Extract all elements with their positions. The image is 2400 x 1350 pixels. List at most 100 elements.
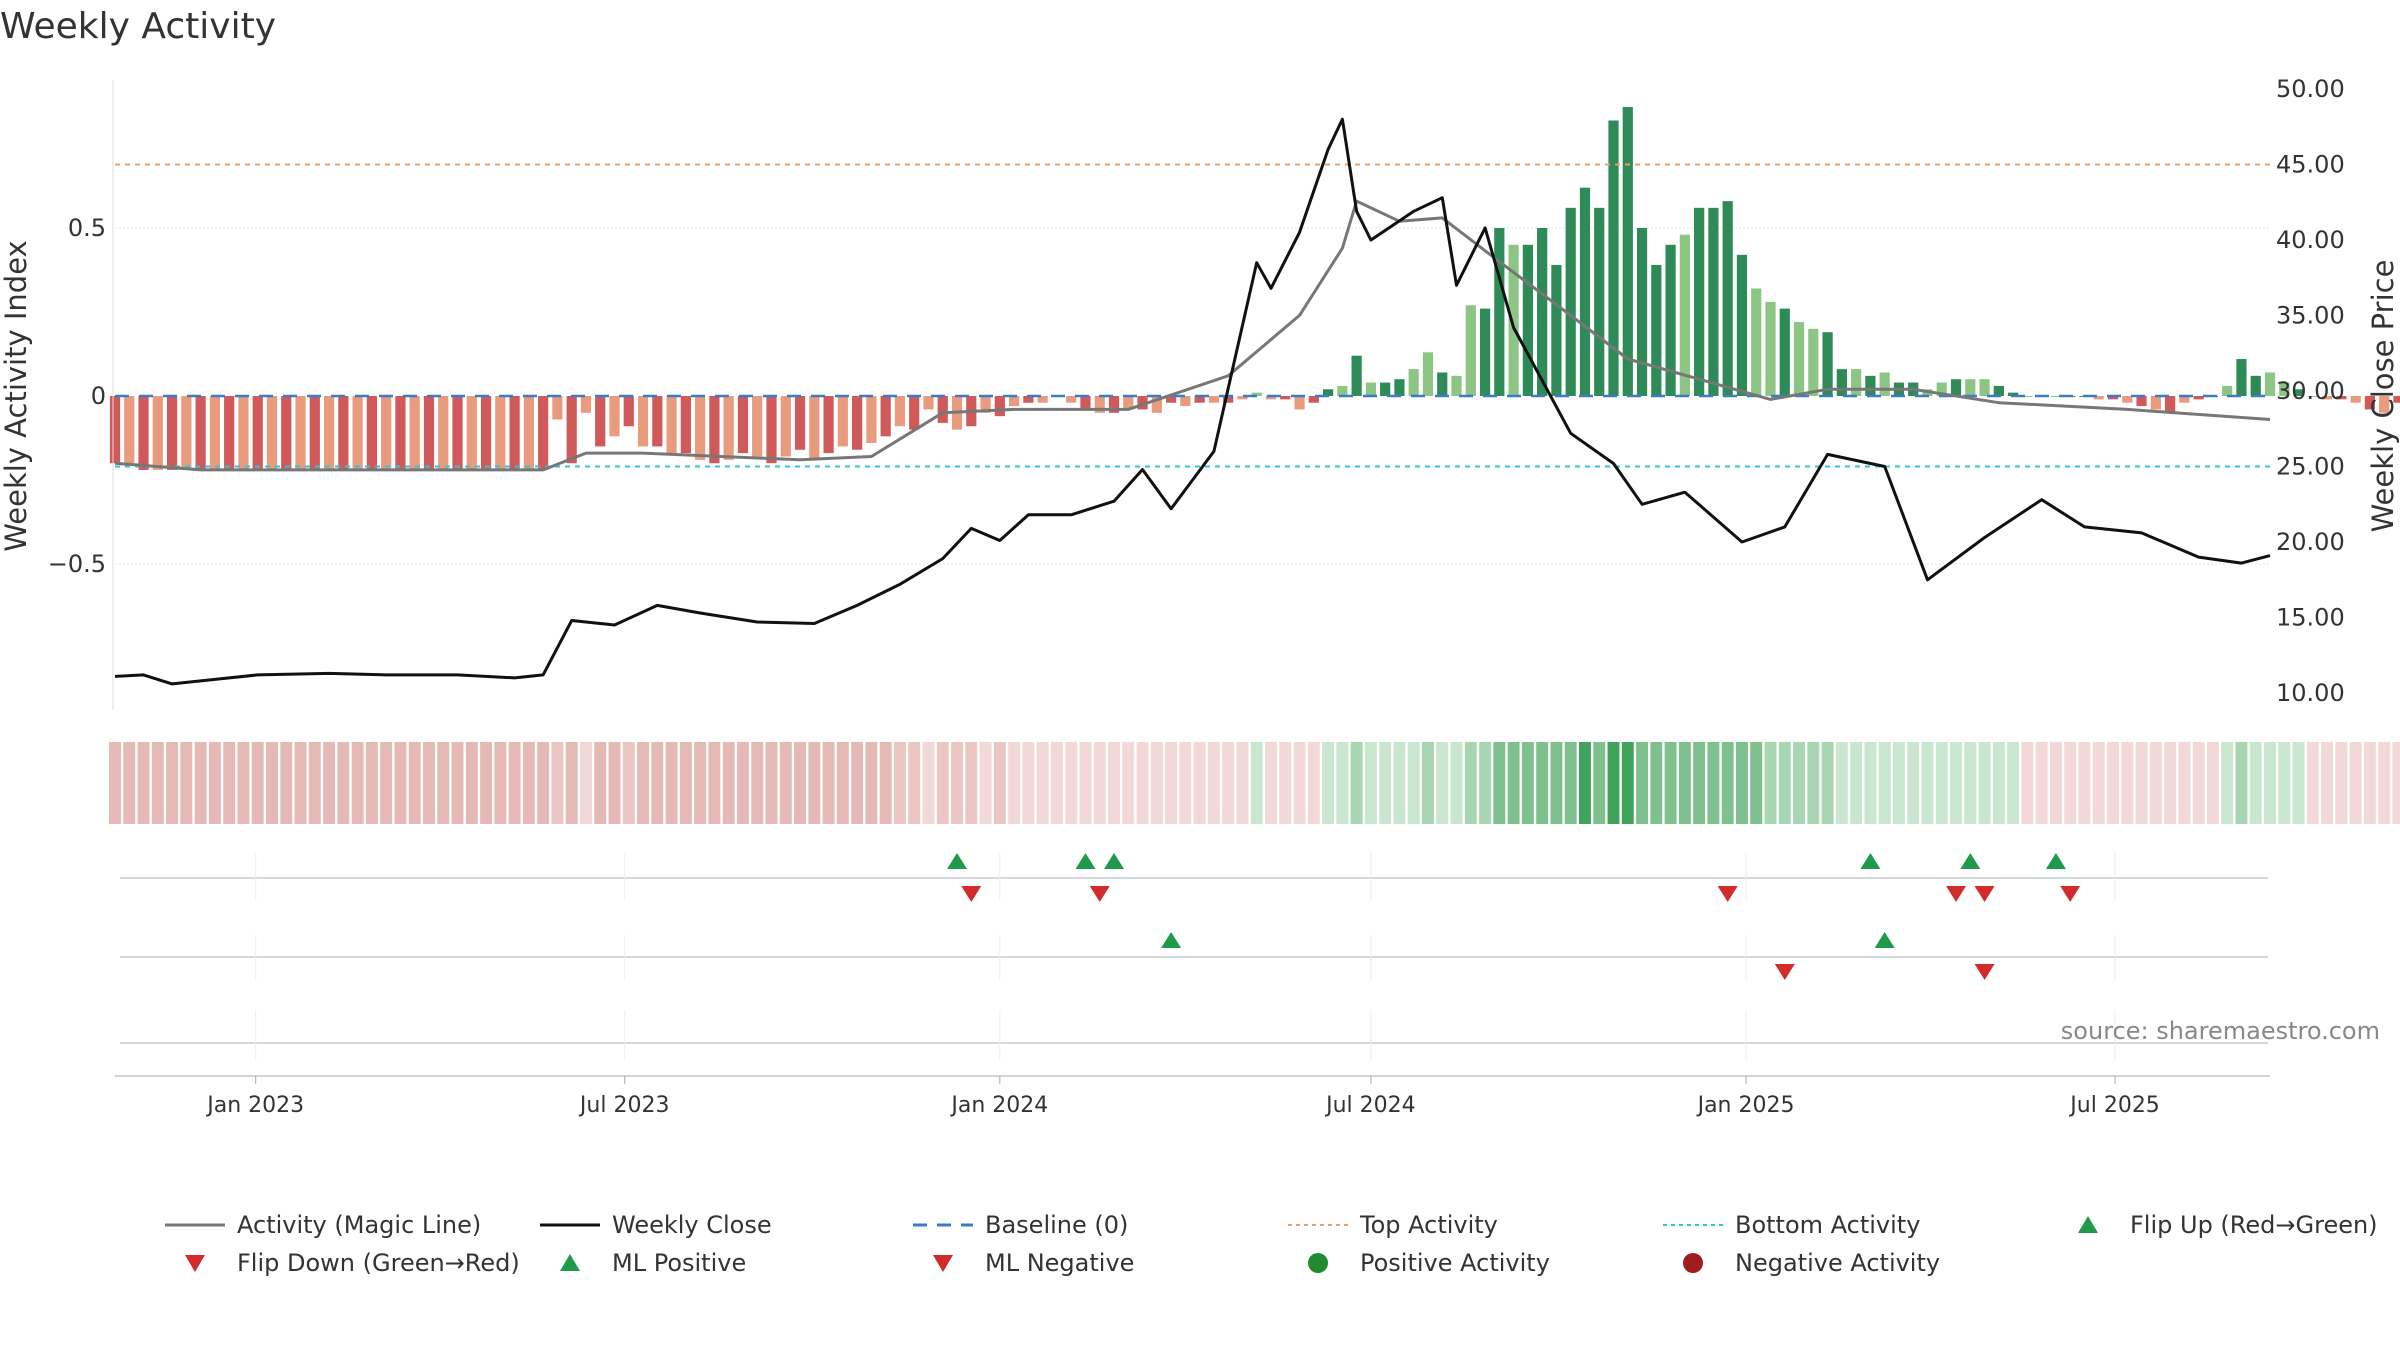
activity-bar: [652, 396, 663, 447]
activity-bar: [466, 396, 477, 470]
activity-bar: [238, 396, 249, 470]
activity-bar: [1080, 396, 1091, 410]
activity-bar: [709, 396, 720, 464]
activity-bar: [1865, 375, 1876, 396]
activity-bar: [980, 396, 991, 413]
heat-cell: [2035, 742, 2048, 824]
heat-cell: [194, 742, 207, 824]
heat-cell: [1422, 742, 1434, 824]
activity-bar: [1679, 234, 1690, 396]
legend-label: Weekly Close: [612, 1211, 772, 1239]
right-tick-label: 40.00: [2276, 226, 2345, 254]
heat-cell: [551, 742, 564, 824]
heat-cell: [351, 742, 364, 824]
activity-bar: [809, 396, 820, 460]
heat-cell: [808, 742, 821, 824]
heat-cell: [893, 742, 906, 824]
heat-cell: [951, 742, 963, 824]
activity-bar: [1793, 322, 1805, 396]
flip-down-marker: [1974, 886, 1995, 902]
activity-bar: [2222, 385, 2233, 396]
flip-up-marker: [1104, 853, 1125, 869]
flip-down-marker: [1946, 886, 1967, 902]
activity-bar: [737, 396, 749, 454]
heat-cell: [380, 742, 393, 824]
activity-bar: [1565, 207, 1576, 396]
series-lines: [114, 117, 2271, 686]
activity-bar: [1223, 396, 1234, 403]
activity-bar: [837, 396, 848, 447]
heat-cell: [109, 742, 121, 824]
activity-bar: [1151, 396, 1162, 413]
magic-line: [114, 199, 2271, 472]
activity-bar: [1779, 308, 1790, 396]
right-tick-label: 20.00: [2276, 528, 2345, 556]
activity-bar: [2307, 396, 2318, 397]
activity-bar: [2364, 396, 2376, 410]
activity-bar: [295, 396, 306, 470]
heat-cell: [394, 742, 407, 824]
activity-bar: [195, 396, 206, 470]
heat-cell: [2321, 742, 2334, 824]
activity-bar: [866, 396, 877, 444]
flip-up-marker: [1075, 853, 1096, 869]
heat-cell: [679, 742, 692, 824]
heat-cell: [308, 742, 321, 824]
activity-bar: [780, 396, 791, 457]
activity-bar: [266, 396, 278, 470]
activity-bar: [423, 396, 435, 470]
x-tick-label: Jan 2023: [205, 1093, 304, 1118]
x-tick-label: Jul 2024: [1324, 1093, 1416, 1118]
heat-cell: [779, 742, 792, 824]
activity-bar: [2022, 396, 2033, 397]
heat-cell: [1550, 742, 1563, 824]
heat-cell: [1607, 742, 1620, 824]
activity-bar: [2279, 382, 2290, 396]
heat-cell: [2064, 742, 2077, 824]
heat-cell: [2192, 742, 2205, 824]
legend-item: Flip Down (Green→Red): [185, 1249, 520, 1277]
heat-cell: [1364, 742, 1377, 824]
activity-bar: [723, 396, 734, 460]
activity-bar: [1736, 254, 1748, 396]
activity-bar: [1851, 369, 1862, 396]
activity-bar: [623, 396, 634, 427]
activity-bar: [152, 396, 163, 470]
heat-cell: [323, 742, 336, 824]
heat-cell: [1136, 742, 1149, 824]
activity-bar: [1365, 382, 1376, 396]
heat-cell: [1864, 742, 1877, 824]
heat-cell: [1850, 742, 1863, 824]
activity-bar: [1380, 382, 1391, 396]
legend-label: ML Negative: [985, 1249, 1134, 1277]
activity-bar: [1009, 396, 1020, 407]
activity-bar: [1208, 396, 1220, 403]
heat-cell: [1150, 742, 1163, 824]
activity-bar: [1165, 396, 1177, 403]
activity-bar: [409, 396, 420, 470]
legend-circle-icon: [1683, 1253, 1703, 1273]
legend-label: Baseline (0): [985, 1211, 1128, 1239]
right-tick-label: 45.00: [2276, 151, 2345, 179]
activity-bar: [1651, 264, 1662, 396]
heat-cell: [608, 742, 621, 824]
activity-bar: [2379, 396, 2390, 413]
x-axis: Jan 2023 Jul 2023 Jan 2024 Jul 2024 Jan 2025…: [115, 1075, 2270, 1118]
heat-cell: [879, 742, 892, 824]
activity-bar: [609, 396, 620, 437]
activity-bar: [1322, 389, 1334, 396]
left-tick-label: 0.5: [68, 214, 106, 242]
heat-cell: [722, 742, 735, 824]
activity-bar: [1408, 369, 1419, 396]
activity-bar: [595, 396, 606, 447]
heat-cell: [651, 742, 664, 824]
activity-bar: [2164, 396, 2176, 413]
heat-cell: [2206, 742, 2219, 824]
heat-cell: [1707, 742, 1720, 824]
legend-triangle-up-icon: [560, 1254, 580, 1271]
heat-cell: [1650, 742, 1663, 824]
activity-bar: [580, 396, 592, 413]
legend-item: Activity (Magic Line): [165, 1211, 481, 1239]
x-tick-label: Jan 2024: [949, 1093, 1048, 1118]
heat-cell: [2292, 742, 2305, 824]
